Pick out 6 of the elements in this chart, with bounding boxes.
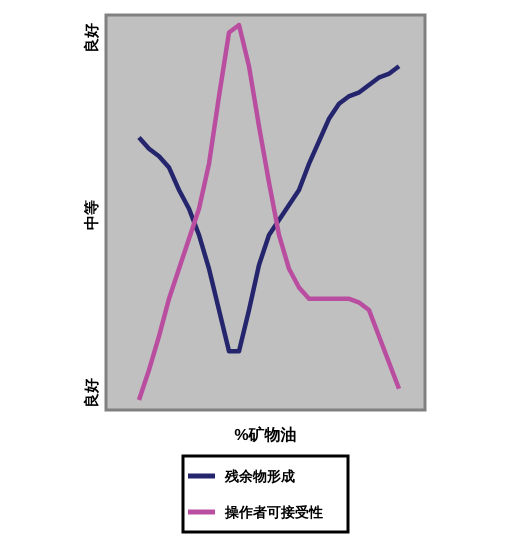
legend-label: 残余物形成 [224,468,295,484]
x-axis-title: %矿物油 [234,426,297,444]
text: 良好 [82,378,100,408]
legend-label: 操作者可接受性 [224,504,323,520]
text: 中等 [84,200,100,230]
text: 良好 [82,23,100,53]
